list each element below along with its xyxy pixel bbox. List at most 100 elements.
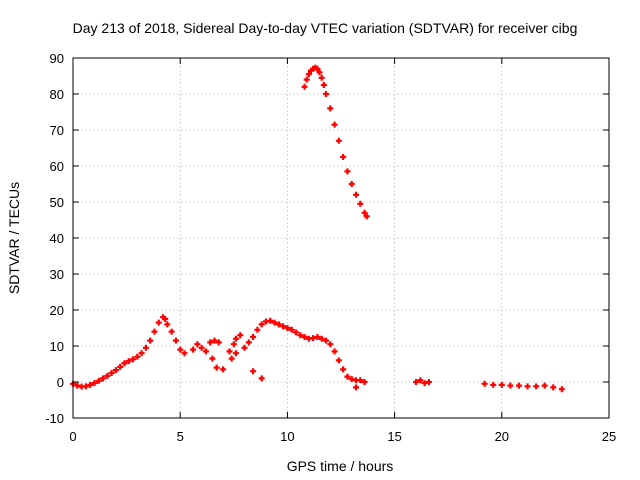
data-point: [232, 335, 239, 342]
data-point: [220, 366, 227, 373]
data-point: [318, 74, 325, 81]
data-point: [258, 321, 265, 328]
data-point: [230, 341, 237, 348]
data-point: [134, 353, 141, 360]
data-point: [327, 341, 334, 348]
data-point: [490, 381, 497, 388]
data-point: [147, 337, 154, 344]
chart-title: Day 213 of 2018, Sidereal Day-to-day VTE…: [73, 20, 578, 36]
data-point: [357, 200, 364, 207]
data-point: [507, 382, 514, 389]
data-point: [254, 326, 261, 333]
data-points: [70, 64, 565, 393]
data-point: [318, 335, 325, 342]
x-tick-label: 5: [177, 429, 184, 444]
y-axis-label: SDTVAR / TECUs: [6, 182, 22, 294]
data-point: [301, 334, 308, 340]
data-point: [340, 154, 347, 160]
data-point: [515, 382, 522, 389]
data-point: [267, 317, 274, 324]
data-point: [209, 355, 216, 362]
data-point: [202, 348, 209, 355]
data-point: [168, 328, 175, 335]
data-point: [292, 329, 299, 336]
data-point: [316, 69, 323, 76]
data-point: [275, 321, 282, 328]
grid-lines: [73, 58, 609, 418]
data-point: [258, 375, 265, 382]
data-point: [87, 381, 94, 388]
data-point: [151, 328, 158, 335]
data-point: [331, 348, 338, 355]
data-point: [413, 379, 420, 385]
data-point: [172, 337, 179, 344]
data-point: [271, 319, 278, 326]
data-point: [340, 366, 347, 373]
data-point: [226, 348, 233, 355]
data-point: [211, 337, 218, 344]
data-point: [121, 360, 128, 367]
data-point: [558, 386, 565, 393]
y-tick-label: 40: [50, 231, 64, 246]
y-tick-label: 0: [57, 375, 64, 390]
y-tick-label: 70: [50, 123, 64, 138]
x-axis-label: GPS time / hours: [287, 458, 394, 474]
data-point: [305, 71, 312, 78]
data-point: [194, 341, 201, 348]
data-point: [314, 334, 321, 340]
data-point: [177, 346, 184, 353]
y-tick-label: 60: [50, 159, 64, 174]
y-tick-label: 50: [50, 195, 64, 210]
y-tick-label: 10: [50, 339, 64, 354]
data-point: [314, 65, 321, 72]
data-point: [541, 382, 548, 389]
data-point: [82, 383, 89, 390]
data-point: [91, 380, 98, 387]
data-point: [198, 344, 205, 351]
data-point: [363, 213, 370, 220]
data-point: [344, 373, 351, 380]
data-point: [288, 326, 295, 333]
data-point: [303, 76, 310, 83]
data-point: [297, 332, 304, 339]
data-point: [361, 209, 368, 216]
data-point: [117, 363, 124, 370]
y-tick-label: 30: [50, 267, 64, 282]
data-point: [228, 355, 235, 362]
data-point: [125, 358, 132, 365]
axis-ticks: 0 5 10 15 20 25 -10 0 10 20 30 40 50 60 70 80 90: [45, 51, 616, 444]
data-point: [322, 91, 329, 97]
data-point: [241, 344, 248, 351]
data-point: [250, 334, 257, 340]
data-point: [207, 339, 214, 346]
data-point: [215, 339, 222, 346]
data-point: [181, 350, 188, 357]
data-point: [190, 346, 197, 353]
x-tick-label: 20: [495, 429, 509, 444]
data-point: [280, 323, 287, 330]
x-tick-label: 15: [387, 429, 401, 444]
data-point: [550, 384, 557, 391]
data-point: [162, 316, 169, 322]
data-point: [138, 350, 145, 357]
data-point: [353, 191, 360, 198]
data-point: [104, 372, 111, 379]
data-point: [142, 344, 149, 351]
data-point: [164, 321, 171, 328]
data-point: [245, 339, 252, 346]
data-point: [335, 137, 342, 144]
data-point: [533, 383, 540, 390]
data-point: [320, 82, 327, 88]
x-tick-label: 0: [69, 429, 76, 444]
data-point: [524, 383, 531, 390]
data-point: [237, 332, 244, 339]
data-point: [95, 377, 102, 384]
x-tick-label: 10: [280, 429, 294, 444]
data-point: [348, 181, 355, 187]
data-point: [213, 364, 220, 371]
data-point: [344, 168, 351, 175]
y-tick-label: 20: [50, 303, 64, 318]
data-point: [322, 337, 329, 344]
data-point: [327, 105, 334, 112]
